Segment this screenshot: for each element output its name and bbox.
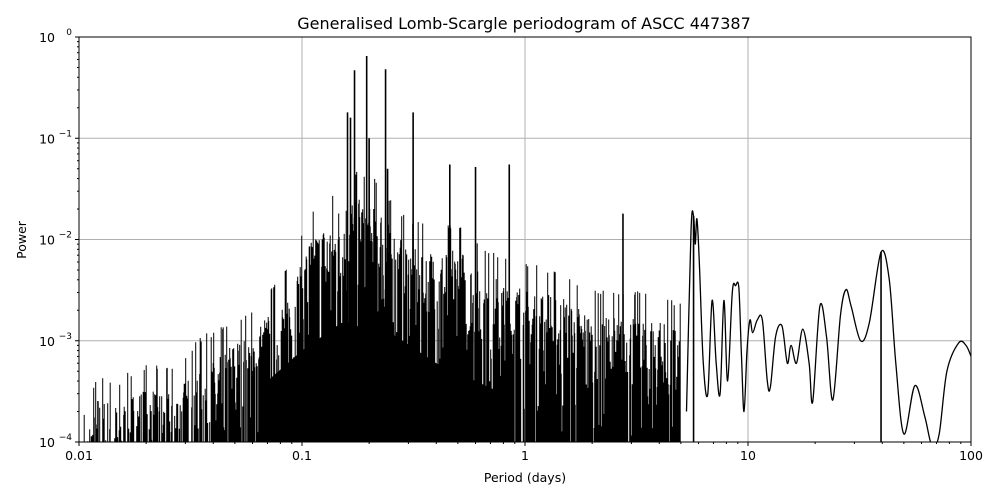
y-tick-exponent: 0 [66,28,72,38]
x-tick-label: 100 [959,448,983,463]
x-tick-label: 10 [740,448,756,463]
long-period-curve [685,210,971,442]
y-tick-label: 10 [39,30,55,45]
y-tick-label: 10 [39,435,55,450]
plot-area [83,55,971,442]
x-tick-label: 1 [521,448,529,463]
y-tick-exponent: −1 [59,129,72,139]
y-tick-label: 10 [39,233,55,248]
y-tick-label: 10 [39,334,55,349]
y-axis-label: Power [14,220,29,259]
y-tick-exponent: −3 [59,332,72,342]
x-tick-label: 0.01 [65,448,93,463]
y-tick-exponent: −4 [59,433,73,443]
y-tick-label: 10 [39,131,55,146]
x-axis-ticks: 0.01 0.1 1 10 100 [65,442,983,463]
y-tick-exponent: −2 [59,231,72,241]
chart-title: Generalised Lomb-Scargle periodogram of … [297,14,751,33]
x-axis-label: Period (days) [484,470,566,485]
x-tick-label: 0.1 [292,448,312,463]
y-axis-ticks: 10 −4 10 −3 10 −2 10 −1 10 0 [39,28,79,450]
dense-fill [267,322,510,442]
